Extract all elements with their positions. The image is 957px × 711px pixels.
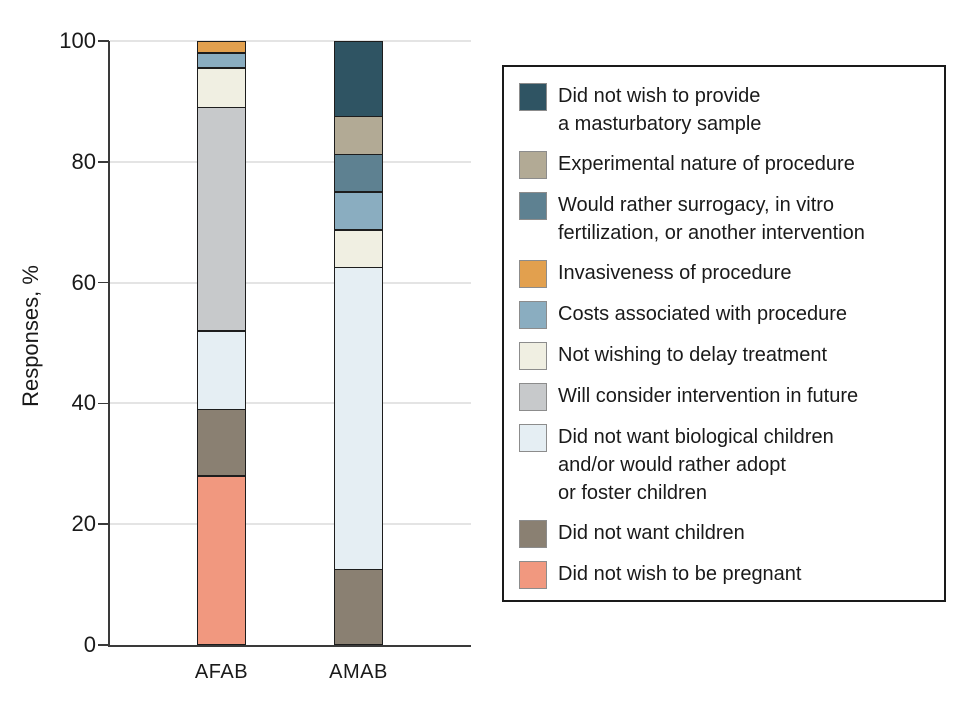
bar-segment-divider xyxy=(197,106,246,109)
legend-label: Did not want biological children and/or … xyxy=(558,426,834,504)
gridline xyxy=(110,402,471,405)
y-tick-mark xyxy=(98,402,109,405)
bar-outline-afab xyxy=(197,41,246,645)
y-axis-line xyxy=(108,41,110,646)
legend-label: Did not wish to provide a masturbatory s… xyxy=(558,85,762,135)
legend-label: Costs associated with procedure xyxy=(558,303,848,325)
bar-segment-divider xyxy=(334,115,383,118)
bar-segment-divider xyxy=(334,266,383,269)
legend-item: Did not want biological children and/or … xyxy=(519,423,932,507)
bar-segment xyxy=(334,41,383,117)
bar-segment xyxy=(334,116,383,155)
legend-swatch xyxy=(519,83,547,111)
legend-label: Would rather surrogacy, in vitro fertili… xyxy=(558,194,865,244)
legend-swatch xyxy=(519,192,547,220)
bar-segment-divider xyxy=(334,568,383,571)
legend-item: Did not wish to be pregnant xyxy=(519,560,932,589)
bar-segment-divider xyxy=(197,67,246,69)
bar-segment xyxy=(197,409,246,476)
bar-segment xyxy=(334,267,383,570)
bar-segment-divider xyxy=(334,153,383,155)
y-tick-label: 40 xyxy=(71,390,96,416)
bar-segment-divider xyxy=(334,191,383,193)
legend-label: Did not want children xyxy=(558,522,745,544)
y-tick-mark xyxy=(98,523,109,525)
bar-segment-divider xyxy=(197,52,246,54)
bar-segment-divider xyxy=(334,229,383,231)
bar-segment xyxy=(334,154,383,192)
y-tick-label: 80 xyxy=(71,148,96,174)
y-tick-mark xyxy=(98,40,109,42)
bar-segment-divider xyxy=(197,330,246,332)
legend-item: Invasiveness of procedure xyxy=(519,259,932,288)
legend-swatch xyxy=(519,342,547,370)
gridline xyxy=(110,40,471,42)
y-tick-label: 20 xyxy=(71,511,96,537)
bar-segment xyxy=(334,229,383,268)
bar-segment-divider xyxy=(197,408,246,411)
legend-label: Experimental nature of procedure xyxy=(558,153,855,175)
gridline xyxy=(110,281,471,284)
legend-label: Invasiveness of procedure xyxy=(558,262,792,284)
y-tick-mark xyxy=(98,161,109,163)
legend-item: Will consider intervention in future xyxy=(519,382,932,411)
gridline xyxy=(110,523,471,526)
legend-item: Not wishing to delay treatment xyxy=(519,341,932,370)
y-tick-mark xyxy=(98,281,109,284)
bar-segment xyxy=(334,192,383,230)
y-tick-label: 60 xyxy=(71,269,96,295)
legend-swatch xyxy=(519,260,547,288)
gridline xyxy=(110,160,471,163)
x-category-label: AFAB xyxy=(194,661,249,683)
legend-swatch xyxy=(519,561,547,589)
bar-segment xyxy=(197,475,246,645)
y-tick-label: 0 xyxy=(83,632,96,657)
legend-label: Not wishing to delay treatment xyxy=(558,344,828,366)
legend-swatch xyxy=(519,520,547,548)
legend-swatch xyxy=(519,424,547,452)
legend-label: Did not wish to be pregnant xyxy=(558,563,802,585)
bar-segment xyxy=(197,107,246,331)
bar-segment xyxy=(197,68,246,108)
bar-segment-divider xyxy=(197,475,246,477)
legend-item: Did not want children xyxy=(519,519,932,548)
x-axis-line xyxy=(108,644,471,647)
legend-swatch xyxy=(519,301,547,329)
legend-box: Did not wish to provide a masturbatory s… xyxy=(502,65,946,602)
legend-item: Costs associated with procedure xyxy=(519,300,932,329)
x-category-label: AMAB xyxy=(329,661,388,683)
bar-segment xyxy=(197,330,246,410)
bar-segment xyxy=(197,53,246,69)
y-tick-mark xyxy=(98,644,109,646)
y-tick-label: 100 xyxy=(59,28,96,53)
legend-item: Did not wish to provide a masturbatory s… xyxy=(519,82,932,138)
legend-item: Experimental nature of procedure xyxy=(519,150,932,179)
bar-segment xyxy=(197,41,246,54)
bar-segment xyxy=(334,569,383,645)
bar-outline-amab xyxy=(334,41,383,645)
legend-item: Would rather surrogacy, in vitro fertili… xyxy=(519,191,932,247)
legend-label: Will consider intervention in future xyxy=(558,385,859,407)
legend-swatch xyxy=(519,151,547,179)
legend-swatch xyxy=(519,383,547,411)
